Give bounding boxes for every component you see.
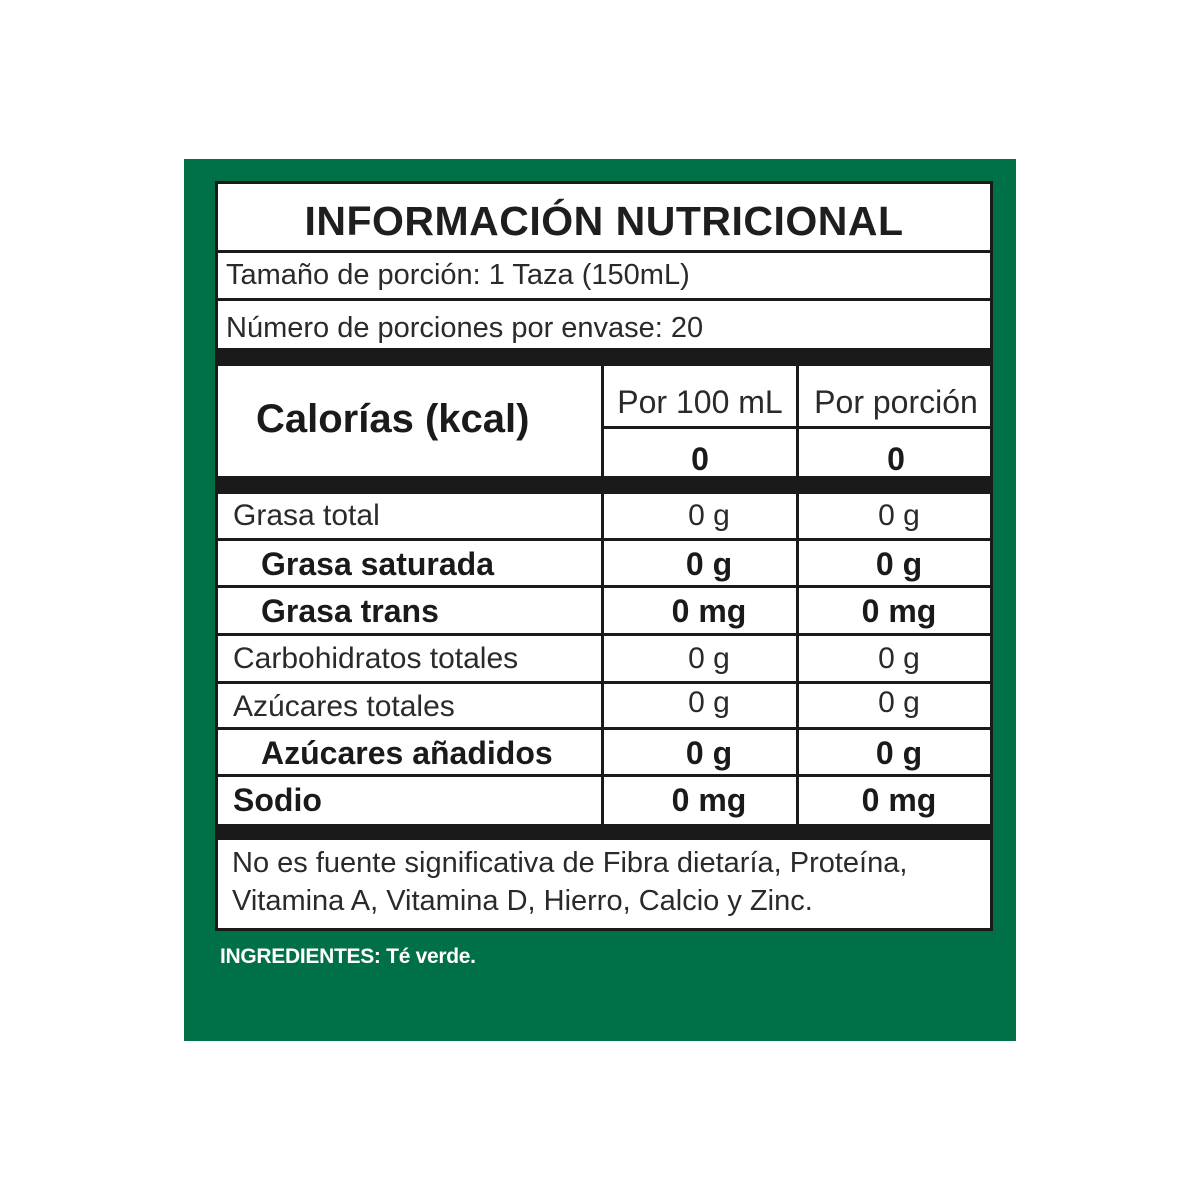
nutrient-value-per-portion: 0 g: [878, 686, 920, 719]
column-divider: [601, 366, 604, 476]
calories-label: Calorías (kcal): [256, 397, 530, 441]
nutrient-value-per100: 0 g: [685, 546, 733, 582]
nutrient-value-per100: 0 g: [685, 735, 733, 771]
rule: [218, 250, 990, 253]
calories-per-portion: 0: [887, 441, 905, 477]
thick-rule: [218, 348, 990, 366]
per-100ml-header: Por 100 mL: [617, 384, 783, 420]
nutrient-value-per100: 0 g: [688, 642, 730, 675]
nutrient-name-grasa-trans: Grasa trans: [261, 593, 439, 629]
per-portion-header: Por porción: [814, 384, 978, 420]
nutrient-value-per100: 0 g: [688, 499, 730, 532]
nutrient-value-per-portion: 0 mg: [861, 593, 937, 629]
nutrient-value-per-portion: 0 mg: [861, 782, 937, 818]
calories-per-100ml: 0: [691, 441, 709, 477]
thick-rule: [218, 476, 990, 494]
rule: [218, 585, 990, 588]
column-divider: [601, 494, 604, 824]
ingredients-text: Té verde.: [386, 945, 476, 968]
ingredients-label: INGREDIENTES:: [220, 945, 381, 968]
ingredients-line: INGREDIENTES: Té verde.: [220, 945, 476, 969]
nutrient-name-grasa-total: Grasa total: [233, 499, 380, 532]
servings-per-container: Número de porciones por envase: 20: [226, 312, 704, 344]
rule: [218, 681, 990, 684]
nutrient-value-per100: 0 mg: [671, 782, 747, 818]
rule: [218, 774, 990, 777]
nutrient-value-per-portion: 0 g: [875, 735, 923, 771]
column-divider: [796, 366, 799, 476]
nutrition-facts-label: INFORMACIÓN NUTRICIONAL Tamaño de porció…: [215, 181, 993, 931]
nutrient-value-per-portion: 0 g: [878, 499, 920, 532]
footer-note: No es fuente significativa de Fibra diet…: [232, 847, 908, 917]
label-title: INFORMACIÓN NUTRICIONAL: [304, 198, 904, 244]
rule: [218, 727, 990, 730]
nutrient-name-azucares-anadidos: Azúcares añadidos: [261, 735, 553, 771]
rule: [218, 538, 990, 541]
nutrient-value-per-portion: 0 g: [878, 642, 920, 675]
nutrient-name-grasa-saturada: Grasa saturada: [261, 546, 495, 582]
thick-rule: [218, 824, 990, 840]
nutrient-name-sodio: Sodio: [233, 782, 322, 818]
nutrient-value-per100: 0 mg: [671, 593, 747, 629]
nutrient-name-azucares-totales: Azúcares totales: [233, 690, 455, 723]
rule: [218, 633, 990, 636]
column-divider: [796, 494, 799, 824]
serving-size: Tamaño de porción: 1 Taza (150mL): [226, 259, 690, 291]
rule: [601, 426, 990, 429]
rule: [218, 298, 990, 301]
nutrient-name-carbohidratos: Carbohidratos totales: [233, 642, 519, 675]
nutrient-value-per100: 0 g: [688, 686, 730, 719]
nutrient-value-per-portion: 0 g: [875, 546, 923, 582]
